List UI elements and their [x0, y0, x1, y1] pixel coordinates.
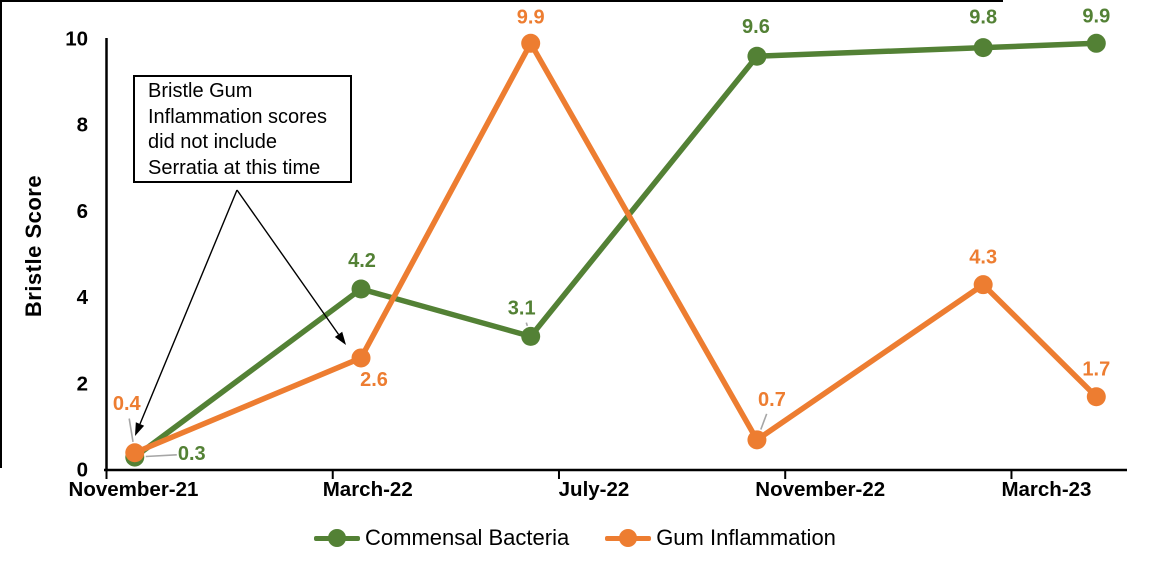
- data-point-label: 3.1: [508, 297, 536, 319]
- label-leader-line: [760, 413, 768, 430]
- annotation-line: did not include: [148, 131, 277, 153]
- x-tick-label: November-22: [755, 478, 885, 501]
- data-point-marker: [521, 33, 541, 53]
- series-line-commensal-bacteria: [132, 40, 1100, 460]
- data-point-marker: [125, 443, 145, 463]
- x-tick-label: July-22: [559, 478, 630, 501]
- data-point-label: 9.8: [969, 7, 997, 29]
- data-point-marker: [747, 46, 767, 66]
- y-tick-label: 6: [77, 200, 88, 223]
- legend-marker-commensal-bacteria: [314, 527, 360, 549]
- y-tick-label: 0: [77, 459, 88, 482]
- data-point-marker: [351, 348, 371, 368]
- annotation-line: Serratia at this time: [148, 156, 321, 179]
- data-point-label: 0.7: [758, 389, 786, 411]
- data-point-label: 0.3: [178, 443, 206, 465]
- callout-arrowhead: [334, 331, 346, 345]
- series-line-gum-inflammation: [132, 40, 1100, 456]
- legend-label: Commensal Bacteria: [365, 525, 570, 550]
- callout-arrow-line: [236, 189, 340, 335]
- data-point-marker: [747, 430, 767, 450]
- legend-item-gum-inflammation: Gum Inflammation: [605, 525, 836, 551]
- legend: Commensal Bacteria Gum Inflammation: [314, 525, 836, 551]
- callout-arrow-line: [139, 189, 238, 425]
- data-point-label: 9.9: [517, 6, 545, 28]
- data-point-label: 4.2: [348, 250, 376, 272]
- data-point-marker: [351, 279, 371, 299]
- y-tick-label: 4: [77, 286, 89, 309]
- y-axis-title: Bristle Score: [21, 174, 46, 318]
- y-tick-label: 10: [65, 28, 88, 51]
- legend-item-commensal-bacteria: Commensal Bacteria: [314, 525, 569, 551]
- data-point-marker: [1086, 387, 1106, 407]
- data-point-label: 1.7: [1082, 359, 1110, 381]
- legend-marker-gum-inflammation: [605, 527, 652, 549]
- callout-arrowhead: [135, 422, 145, 436]
- data-point-label: 9.6: [742, 16, 770, 38]
- x-tick-label: March-23: [1001, 478, 1091, 501]
- y-tick-label: 2: [77, 372, 88, 395]
- data-point-marker: [973, 38, 993, 58]
- data-point-marker: [973, 275, 993, 295]
- label-leader-line: [128, 418, 134, 443]
- y-tick-label: 8: [77, 114, 88, 137]
- data-point-label: 4.3: [969, 247, 997, 269]
- annotation-line: Bristle Gum: [148, 80, 253, 102]
- x-tick-label: November-21: [69, 478, 199, 501]
- data-point-marker: [1086, 33, 1106, 53]
- legend-label: Gum Inflammation: [656, 525, 836, 550]
- label-leader-line: [145, 454, 177, 458]
- x-tick-label: March-22: [323, 478, 413, 501]
- data-point-label: 9.9: [1082, 5, 1110, 27]
- label-leader-line: [525, 322, 529, 327]
- data-point-marker: [521, 326, 541, 346]
- data-point-label: 2.6: [360, 369, 388, 391]
- data-point-label: 0.4: [113, 393, 142, 415]
- annotation-line: Inflammation scores: [148, 105, 327, 128]
- annotation-box: Bristle Gum Inflammation scores did not …: [133, 75, 352, 183]
